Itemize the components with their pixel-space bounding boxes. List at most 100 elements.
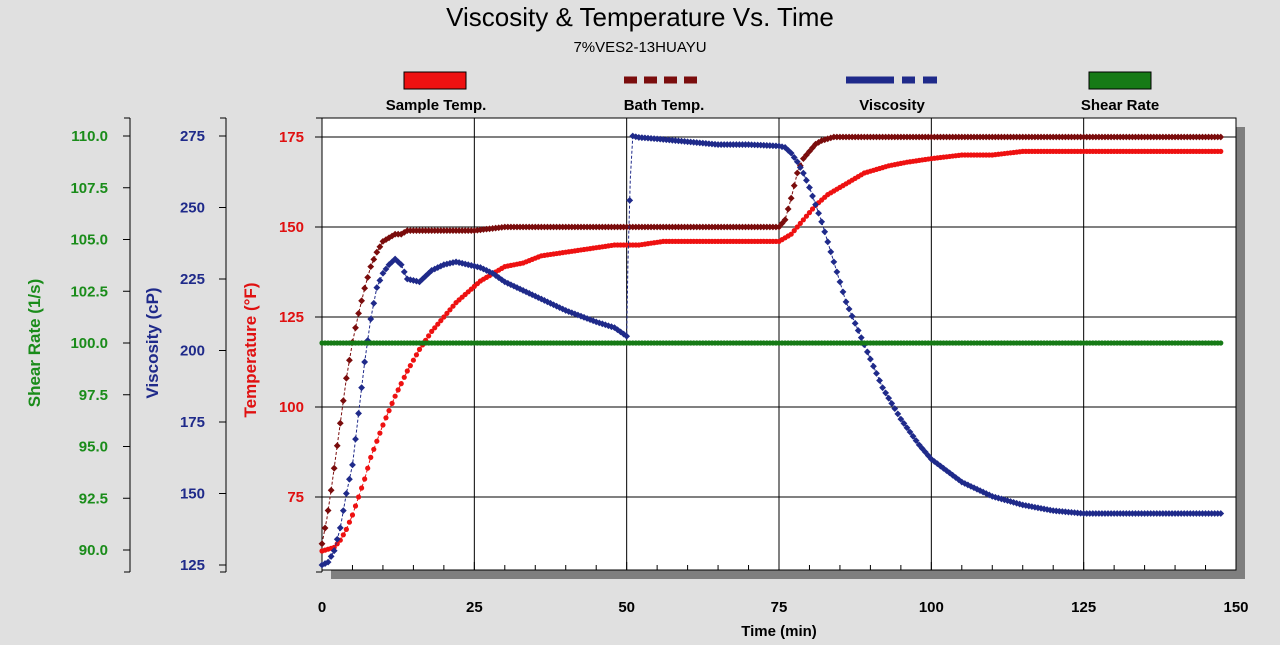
x-tick-label: 0 xyxy=(318,599,326,616)
point-sample-temp xyxy=(365,465,371,471)
point-sample-temp xyxy=(1218,148,1224,154)
point-viscosity xyxy=(346,475,353,483)
point-viscosity xyxy=(873,369,880,377)
point-sample-temp xyxy=(432,325,438,331)
point-viscosity xyxy=(352,435,359,443)
point-sample-temp xyxy=(377,430,383,436)
viscosity-axis: 275 250 225 200 175 150 125 xyxy=(180,117,227,574)
point-viscosity xyxy=(958,478,966,486)
point-viscosity xyxy=(787,149,795,157)
point-sample-temp xyxy=(340,532,346,538)
point-viscosity xyxy=(863,348,871,356)
temp-tick-label: 175 xyxy=(279,129,304,146)
point-viscosity xyxy=(367,315,375,323)
point-sample-temp xyxy=(797,220,803,226)
point-bath-temp xyxy=(793,169,801,177)
point-viscosity xyxy=(620,330,628,338)
point-bath-temp xyxy=(361,284,369,292)
x-tick-label: 150 xyxy=(1223,599,1248,616)
point-viscosity xyxy=(979,488,987,496)
point-viscosity xyxy=(903,424,911,432)
point-viscosity xyxy=(324,558,332,566)
point-sample-temp xyxy=(404,368,410,374)
point-sample-temp xyxy=(346,519,353,525)
point-viscosity xyxy=(885,394,893,402)
point-viscosity xyxy=(812,201,819,209)
visc-tick-label: 125 xyxy=(180,557,205,574)
point-viscosity xyxy=(327,553,335,560)
point-viscosity xyxy=(382,265,390,273)
point-viscosity xyxy=(870,362,877,370)
point-sample-temp xyxy=(444,310,450,316)
point-viscosity xyxy=(833,268,841,276)
point-viscosity xyxy=(336,524,344,532)
point-sample-temp xyxy=(368,454,374,460)
shear-rate-axis-label: Shear Rate (1/s) xyxy=(25,279,44,408)
series-viscosity xyxy=(318,132,1225,569)
point-viscosity xyxy=(422,272,429,280)
point-bath-temp xyxy=(473,226,481,234)
point-viscosity xyxy=(848,312,856,320)
point-viscosity xyxy=(937,462,944,470)
legend-swatch-shear-rate xyxy=(1088,71,1152,90)
point-sample-temp xyxy=(791,228,797,234)
point-bath-temp xyxy=(324,507,332,514)
point-sample-temp xyxy=(355,494,362,500)
point-viscosity xyxy=(900,420,908,427)
point-viscosity xyxy=(1037,504,1045,512)
point-sample-temp xyxy=(386,408,392,414)
legend-item-shear-rate: Shear Rate xyxy=(1081,71,1159,114)
series-group xyxy=(318,132,1225,569)
point-viscosity xyxy=(796,164,804,171)
point-bath-temp xyxy=(480,226,487,233)
visc-tick-label: 175 xyxy=(180,414,205,431)
chart-title: Viscosity & Temperature Vs. Time xyxy=(446,2,834,32)
point-sample-temp xyxy=(374,438,380,444)
point-viscosity xyxy=(854,327,862,334)
point-viscosity xyxy=(842,298,850,306)
point-bath-temp xyxy=(339,397,347,405)
x-tick-label: 25 xyxy=(466,599,483,616)
point-bath-temp xyxy=(787,194,795,202)
point-viscosity xyxy=(547,299,554,307)
point-viscosity xyxy=(927,455,935,463)
point-sample-temp xyxy=(359,485,365,491)
legend-label-sample-temp: Sample Temp. xyxy=(386,97,487,114)
point-sample-temp xyxy=(398,381,404,387)
point-viscosity xyxy=(879,384,886,392)
point-viscosity xyxy=(626,196,634,204)
temperature-axis: 175 150 125 100 75 xyxy=(279,117,323,573)
legend-item-viscosity: Viscosity xyxy=(846,76,937,114)
point-viscosity xyxy=(342,490,350,497)
shear-tick-label: 97.5 xyxy=(79,387,108,404)
point-bath-temp xyxy=(370,256,378,263)
point-viscosity xyxy=(909,432,917,440)
point-sample-temp xyxy=(429,328,435,334)
point-viscosity xyxy=(373,284,381,291)
point-sample-temp xyxy=(349,512,356,518)
point-bath-temp xyxy=(336,419,344,427)
point-viscosity xyxy=(827,248,835,256)
point-viscosity xyxy=(544,298,551,306)
point-sample-temp xyxy=(800,217,806,223)
point-sample-temp xyxy=(352,503,359,509)
shear-tick-label: 102.5 xyxy=(70,283,108,300)
point-viscosity xyxy=(803,176,810,184)
point-viscosity xyxy=(397,261,405,269)
point-sample-temp xyxy=(794,224,800,230)
legend-item-sample-temp: Sample Temp. xyxy=(386,71,487,114)
point-viscosity xyxy=(385,261,393,269)
legend-item-bath-temp: Bath Temp. xyxy=(624,76,704,114)
point-bath-temp xyxy=(327,486,335,494)
point-viscosity xyxy=(915,441,923,449)
point-viscosity xyxy=(1001,496,1008,504)
point-viscosity xyxy=(882,389,890,397)
point-sample-temp xyxy=(371,446,377,452)
point-viscosity xyxy=(595,319,603,327)
legend-label-viscosity: Viscosity xyxy=(859,97,925,114)
temp-tick-label: 100 xyxy=(279,399,304,416)
point-viscosity xyxy=(888,400,896,407)
point-viscosity xyxy=(897,415,905,423)
point-shear-rate xyxy=(1218,340,1224,346)
point-viscosity xyxy=(824,238,832,246)
